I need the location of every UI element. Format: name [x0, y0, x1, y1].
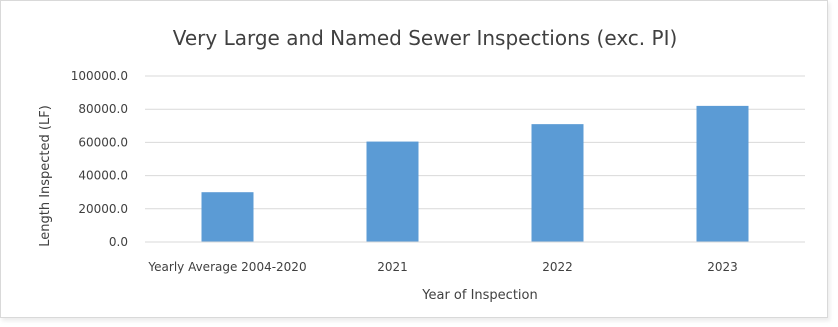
y-tick-label: 40000.0	[78, 169, 128, 183]
y-axis-ticks: 0.0 20000.0 40000.0 60000.0 80000.0 100000.0	[71, 69, 128, 249]
x-axis-ticks: Yearly Average 2004-2020 2021 2022 2023	[147, 260, 737, 274]
y-tick-label: 0.0	[109, 235, 128, 249]
y-tick-label: 20000.0	[78, 202, 128, 216]
y-tick-label: 100000.0	[71, 69, 128, 83]
x-axis-label: Year of Inspection	[421, 288, 537, 303]
bar	[696, 105, 749, 242]
chart-title: Very Large and Named Sewer Inspections (…	[173, 26, 678, 50]
y-tick-label: 60000.0	[78, 135, 128, 149]
bars	[201, 105, 749, 242]
y-tick-label: 80000.0	[78, 102, 128, 116]
x-tick-label: 2023	[707, 260, 738, 274]
gridlines	[145, 75, 805, 210]
x-tick-label: 2022	[542, 260, 573, 274]
bar	[531, 124, 584, 242]
bar	[366, 141, 419, 242]
y-axis-label: Length Inspected (LF)	[38, 105, 53, 247]
bar	[201, 192, 254, 242]
x-tick-label: 2021	[377, 260, 408, 274]
x-tick-label: Yearly Average 2004-2020	[147, 260, 306, 274]
